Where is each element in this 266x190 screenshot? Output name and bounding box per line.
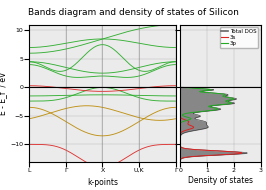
- Text: Bands diagram and density of states of Silicon: Bands diagram and density of states of S…: [28, 8, 238, 17]
- X-axis label: Density of states: Density of states: [188, 176, 253, 184]
- Y-axis label: E - E_f  / eV: E - E_f / eV: [0, 71, 7, 115]
- Legend: Total DOS, 3s, 3p: Total DOS, 3s, 3p: [220, 28, 258, 48]
- X-axis label: k-points: k-points: [87, 178, 118, 187]
